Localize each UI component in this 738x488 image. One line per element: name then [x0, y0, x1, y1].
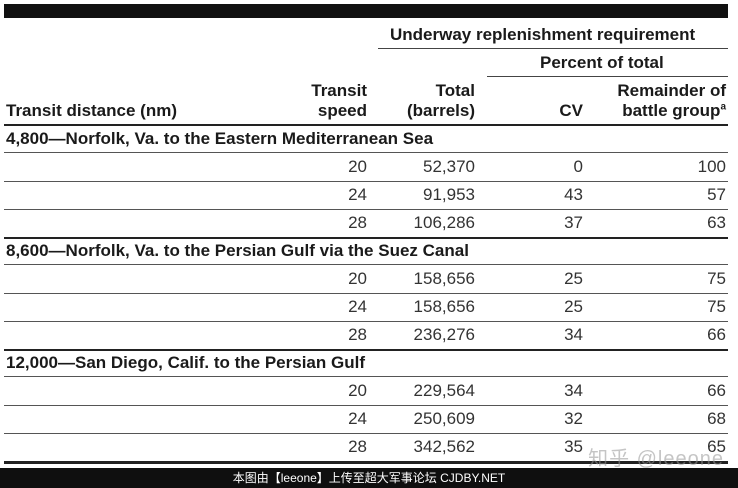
table-row: 24 91,953 43 57: [4, 181, 728, 210]
cell-remainder: 63: [707, 213, 726, 232]
cell-total: 91,953: [423, 185, 475, 204]
cell-total: 236,276: [413, 325, 475, 344]
header-remainder-text: battle group: [622, 101, 721, 120]
table-row: 20 52,370 0 100: [4, 153, 728, 182]
span-rule: [378, 48, 728, 49]
header-distance: Transit distance (nm): [6, 101, 177, 120]
cell-total: 250,609: [413, 409, 475, 428]
cell-speed: 28: [348, 437, 367, 456]
cell-speed: 24: [348, 185, 367, 204]
cell-cv: 34: [564, 381, 583, 400]
cell-speed: 28: [348, 213, 367, 232]
watermark: 知乎 @leeone: [588, 448, 724, 470]
cell-remainder: 75: [707, 269, 726, 288]
cell-remainder: 100: [697, 157, 726, 176]
cell-cv: 35: [564, 437, 583, 456]
table-bottom-rule: [4, 461, 728, 464]
footnote-marker: a: [720, 101, 726, 113]
cell-remainder: 65: [707, 437, 726, 456]
group-title: 4,800—Norfolk, Va. to the Eastern Medite…: [6, 129, 434, 148]
cell-total: 158,656: [413, 297, 475, 316]
cell-speed: 20: [348, 381, 367, 400]
cell-cv: 34: [564, 325, 583, 344]
cell-total: 158,656: [413, 269, 475, 288]
group-rule: [4, 264, 728, 265]
header-bottom-rule: [4, 124, 728, 126]
cell-speed: 20: [348, 269, 367, 288]
cell-cv: 32: [564, 409, 583, 428]
cell-total: 52,370: [423, 157, 475, 176]
footer-bar: 本图由【leeone】上传至超大军事论坛 CJDBY.NET: [0, 468, 738, 488]
header-span-title: Underway replenishment requirement: [390, 25, 696, 44]
cell-total: 229,564: [413, 381, 475, 400]
cell-cv: 37: [564, 213, 583, 232]
cell-speed: 20: [348, 157, 367, 176]
footer-credit: 本图由【leeone】上传至超大军事论坛 CJDBY.NET: [232, 471, 506, 485]
table-row: 20 229,564 34 66: [4, 377, 728, 406]
cell-remainder: 66: [707, 325, 726, 344]
group-separator: [4, 349, 728, 351]
header-remainder-line1: Remainder of: [617, 81, 726, 100]
header-cv: CV: [559, 101, 583, 120]
group-rule: [4, 152, 728, 153]
cell-remainder: 57: [707, 185, 726, 204]
group-separator: [4, 237, 728, 239]
cell-remainder: 68: [707, 409, 726, 428]
cell-speed: 24: [348, 409, 367, 428]
header-remainder-line2: battle groupa: [580, 101, 726, 121]
header-speed-line2: speed: [317, 101, 367, 120]
header-total-line1: Total: [435, 81, 475, 100]
header-total-line2: (barrels): [406, 101, 475, 120]
cell-total: 342,562: [413, 437, 475, 456]
table-row: 24 158,656 25 75: [4, 293, 728, 322]
cell-speed: 24: [348, 297, 367, 316]
table-row: 28 342,562 35 65: [4, 433, 728, 461]
cell-remainder: 75: [707, 297, 726, 316]
group-title: 12,000—San Diego, Calif. to the Persian …: [6, 353, 365, 372]
table-row: 28 106,286 37 63: [4, 209, 728, 237]
cell-total: 106,286: [413, 213, 475, 232]
cell-speed: 28: [348, 325, 367, 344]
top-rule: [4, 4, 728, 18]
header-percent-title: Percent of total: [540, 53, 664, 72]
cell-cv: 25: [564, 297, 583, 316]
cell-remainder: 66: [707, 381, 726, 400]
percent-rule: [487, 76, 728, 77]
group-title: 8,600—Norfolk, Va. to the Persian Gulf v…: [6, 241, 469, 260]
table-row: 20 158,656 25 75: [4, 265, 728, 294]
header-speed-line1: Transit: [311, 81, 367, 100]
table-row: 24 250,609 32 68: [4, 405, 728, 434]
table-row: 28 236,276 34 66: [4, 321, 728, 349]
cell-cv: 25: [564, 269, 583, 288]
cell-cv: 43: [564, 185, 583, 204]
group-rule: [4, 376, 728, 377]
cell-cv: 0: [573, 157, 583, 176]
